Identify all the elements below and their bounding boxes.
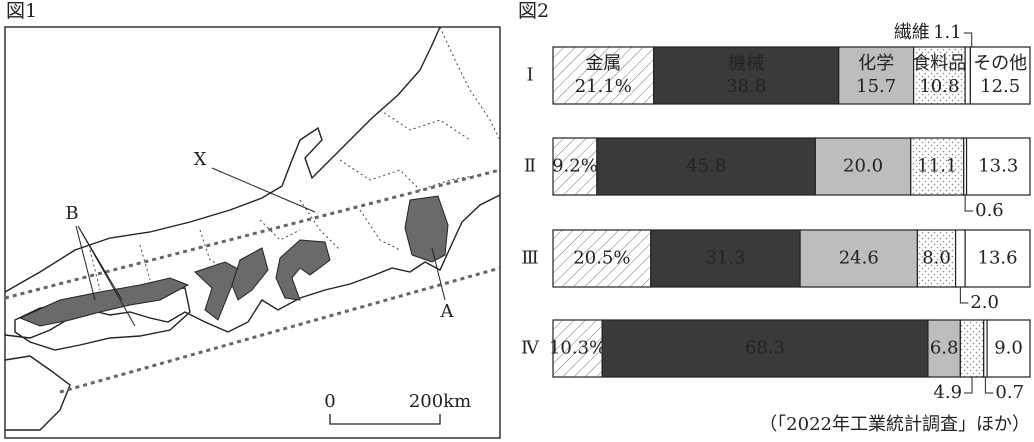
belt-boundary xyxy=(4,168,501,300)
map-label: B xyxy=(65,203,78,224)
leader-line xyxy=(431,247,446,301)
row-label: Ⅰ xyxy=(526,65,533,86)
scale-bar xyxy=(329,414,441,425)
bar-segment xyxy=(838,46,915,105)
bar-segment xyxy=(969,46,1031,105)
series-name: 繊維 xyxy=(894,22,930,43)
value-label: 2.0 xyxy=(970,292,999,313)
series-name: 機械 xyxy=(728,53,764,74)
series-name: 金属 xyxy=(585,53,621,74)
bar-segment xyxy=(964,229,1031,288)
leader-line xyxy=(963,32,973,47)
value-label: 10.8 xyxy=(919,76,959,97)
prefecture-borders xyxy=(89,26,501,291)
bar-segment xyxy=(954,229,966,288)
bar-segment xyxy=(814,137,912,196)
scale-label: 0 xyxy=(324,391,335,412)
map-title: 図1 xyxy=(6,0,37,22)
value-label: 20.5% xyxy=(573,248,630,269)
bar-segment xyxy=(799,229,919,288)
bar-segment xyxy=(552,137,598,196)
bar-segment xyxy=(927,319,961,378)
value-label: 13.6 xyxy=(978,248,1018,269)
bar-segment xyxy=(959,319,985,378)
value-label: 9.2% xyxy=(552,156,598,177)
row-label: Ⅱ xyxy=(524,156,536,177)
value-label: 24.6 xyxy=(839,248,879,269)
bar-segment xyxy=(986,319,1031,378)
industrial-belt-regions xyxy=(18,195,449,327)
map-label: X xyxy=(194,149,207,170)
value-label: 11.1 xyxy=(917,156,957,177)
value-label: 45.8 xyxy=(686,156,726,177)
leader-line xyxy=(984,377,994,394)
value-label: 20.0 xyxy=(843,156,883,177)
value-label: 8.0 xyxy=(922,248,951,269)
bar-segment xyxy=(913,46,966,105)
value-label: 6.8 xyxy=(930,338,959,359)
row-label: Ⅲ xyxy=(521,248,538,269)
bar-segment xyxy=(964,46,971,105)
scale-label: 200km xyxy=(409,391,471,412)
leader-line xyxy=(964,195,974,212)
coastline xyxy=(4,26,501,431)
value-label: 38.8 xyxy=(726,76,766,97)
chart-title: 図2 xyxy=(518,0,549,22)
bar-segment xyxy=(596,137,816,196)
bar-segment xyxy=(650,229,801,288)
value-label: 4.9 xyxy=(933,382,962,403)
row-label: Ⅳ xyxy=(521,338,540,359)
bar-segment xyxy=(910,137,965,196)
source-note: （「2022年工業統計調査」ほか） xyxy=(759,414,1030,435)
leader-line xyxy=(75,225,136,327)
value-label: 12.5 xyxy=(980,76,1020,97)
value-label: 15.7 xyxy=(856,76,896,97)
map: 図1 X A B 0 200km xyxy=(4,0,501,439)
value-label: 31.3 xyxy=(705,248,745,269)
value-label: 21.1% xyxy=(575,76,632,97)
leader-line xyxy=(964,377,973,394)
value-label: 9.0 xyxy=(994,338,1023,359)
series-name: 化学 xyxy=(858,53,894,74)
value-label: 0.7 xyxy=(995,382,1024,403)
value-label: 13.3 xyxy=(978,156,1018,177)
map-frame xyxy=(4,26,501,439)
value-label: 68.3 xyxy=(745,338,785,359)
value-label: 10.3% xyxy=(549,338,606,359)
bar-segment xyxy=(653,46,840,105)
value-label: 1.1 xyxy=(933,22,962,43)
series-name: 食料品 xyxy=(912,53,966,74)
map-label: A xyxy=(440,301,455,322)
leader-line xyxy=(211,167,316,213)
bar-segment xyxy=(965,137,1031,196)
series-name: その他 xyxy=(973,53,1027,74)
bar-segment xyxy=(916,229,957,288)
leader-line xyxy=(959,287,969,304)
bar-segment xyxy=(552,229,652,288)
value-label: 0.6 xyxy=(975,200,1004,221)
